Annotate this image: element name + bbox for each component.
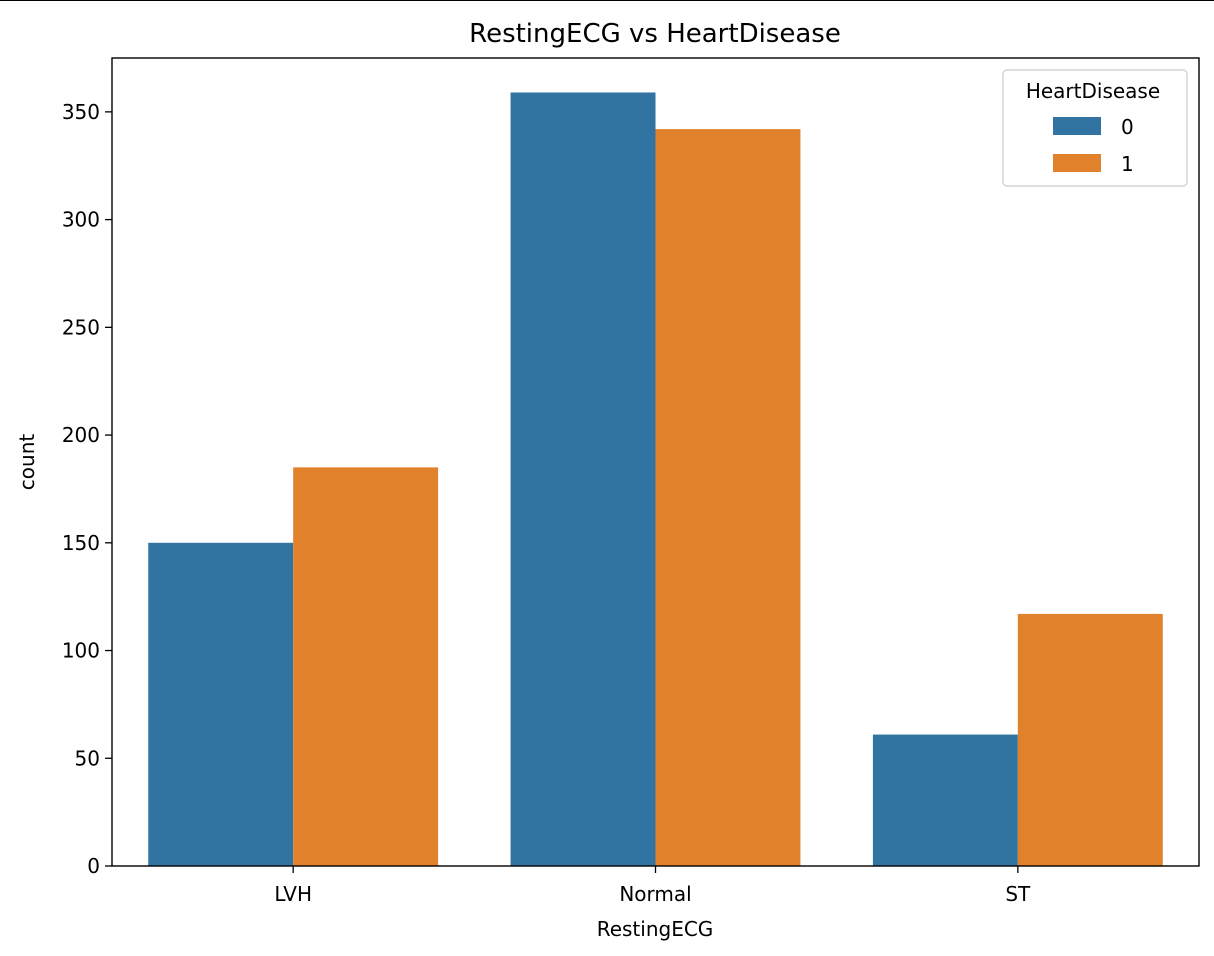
- y-tick-label: 350: [62, 100, 100, 124]
- y-axis: 0 50 100 150 200 250 300 350: [62, 100, 112, 878]
- y-tick-label: 250: [62, 315, 100, 339]
- y-tick-label: 300: [62, 208, 100, 232]
- y-axis-label: count: [15, 434, 39, 491]
- x-tick-label-normal: Normal: [619, 882, 691, 906]
- y-tick-label: 150: [62, 531, 100, 555]
- legend-title: HeartDisease: [1026, 79, 1160, 103]
- bar-lvh-series-1: [293, 467, 439, 866]
- bars-group: [148, 92, 1163, 866]
- chart-title: RestingECG vs HeartDisease: [469, 19, 841, 49]
- legend-swatch-0: [1053, 117, 1101, 135]
- plot-frame: [111, 57, 1200, 867]
- legend-label-1: 1: [1121, 152, 1134, 176]
- legend-swatch-1: [1053, 154, 1101, 172]
- y-tick-label: 0: [87, 854, 100, 878]
- x-axis-label: RestingECG: [597, 917, 714, 941]
- bar-st-series-0: [872, 734, 1018, 866]
- x-tick-label-lvh: LVH: [274, 882, 312, 906]
- y-tick-label: 50: [75, 746, 100, 770]
- legend: HeartDisease 0 1: [1002, 69, 1188, 187]
- bar-normal-series-1: [655, 129, 801, 866]
- top-border-line: [0, 0, 1214, 1]
- x-tick-label-st: ST: [1005, 882, 1031, 906]
- bar-st-series-1: [1017, 613, 1163, 866]
- bar-lvh-series-0: [148, 542, 294, 866]
- x-axis: LVH Normal ST: [274, 866, 1031, 906]
- bar-normal-series-0: [510, 92, 656, 866]
- y-tick-label: 100: [62, 639, 100, 663]
- legend-label-0: 0: [1121, 115, 1134, 139]
- y-tick-label: 200: [62, 423, 100, 447]
